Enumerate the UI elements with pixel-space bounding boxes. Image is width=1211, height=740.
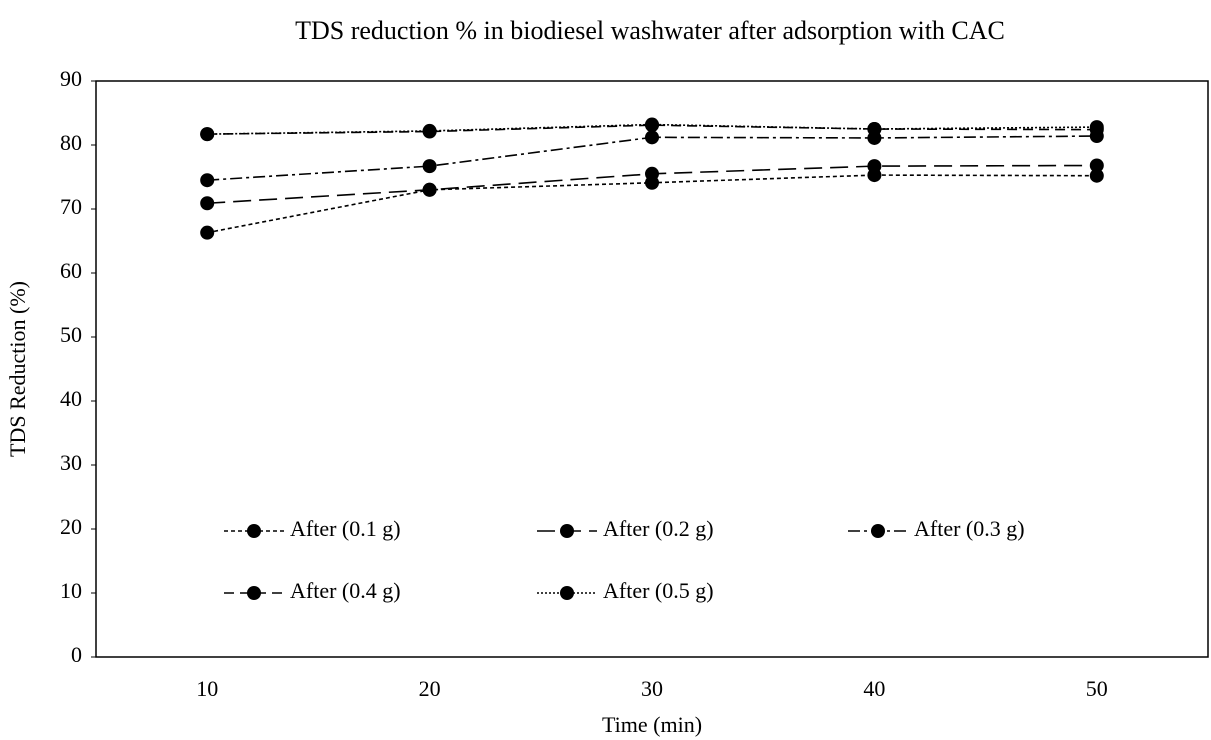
legend-label: After (0.1 g) (290, 516, 401, 541)
y-tick-label: 90 (60, 66, 82, 91)
x-tick-label: 50 (1086, 676, 1108, 701)
x-axis-label: Time (min) (602, 712, 702, 737)
data-point (1089, 158, 1104, 173)
legend-marker (247, 586, 261, 600)
plot-frame (95, 80, 1209, 658)
y-tick-label: 60 (60, 258, 82, 283)
y-tick-label: 20 (60, 514, 82, 539)
data-point (645, 117, 659, 132)
legend-marker (247, 524, 261, 538)
x-tick-label: 20 (419, 676, 441, 701)
legend-marker (871, 524, 885, 538)
y-axis-label: TDS Reduction (%) (5, 281, 30, 457)
x-tick-label: 30 (641, 676, 663, 701)
y-tick-label: 70 (60, 194, 82, 219)
y-tick-label: 80 (60, 130, 82, 155)
data-point (422, 123, 437, 138)
data-point (1089, 168, 1104, 183)
legend-label: After (0.2 g) (603, 516, 714, 541)
data-point (422, 182, 437, 197)
chart-title: TDS reduction % in biodiesel washwater a… (295, 16, 1005, 45)
data-point (200, 173, 215, 188)
data-point (422, 159, 437, 174)
data-point (200, 225, 215, 240)
legend-label: After (0.3 g) (914, 516, 1025, 541)
x-tick-label: 10 (196, 676, 218, 701)
legend-marker (560, 586, 574, 600)
y-tick-label: 30 (60, 450, 82, 475)
data-point (200, 127, 215, 142)
legend-marker (560, 524, 574, 538)
legend-label: After (0.5 g) (603, 578, 714, 603)
data-point (645, 130, 659, 145)
y-tick-label: 0 (71, 642, 82, 667)
x-tick-label: 40 (863, 676, 885, 701)
y-tick-label: 50 (60, 322, 82, 347)
data-point (1089, 120, 1104, 135)
data-point (645, 166, 659, 181)
y-tick-label: 10 (60, 578, 82, 603)
data-point (867, 159, 882, 174)
data-point (200, 196, 215, 211)
y-tick-label: 40 (60, 386, 82, 411)
legend-label: After (0.4 g) (290, 578, 401, 603)
data-point (867, 122, 882, 136)
